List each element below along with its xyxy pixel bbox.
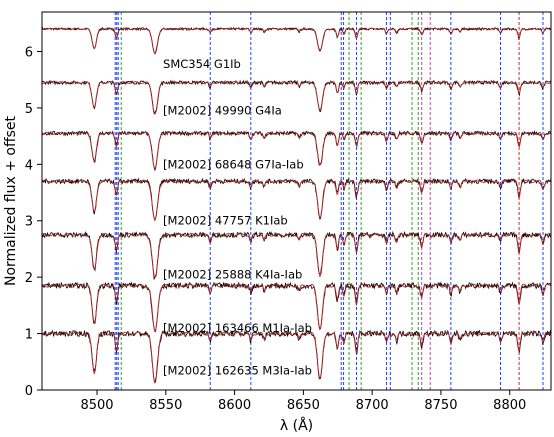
x-tick-label: 8550 <box>149 398 182 413</box>
x-tick-label: 8700 <box>356 398 389 413</box>
model-spectrum-6 <box>42 331 551 384</box>
spectrum-labels: SMC354 G1Ib [M2002] 49990 G4Ia [M2002] 686… <box>163 57 312 377</box>
observed-spectrum-4 <box>42 230 551 281</box>
x-axis: 8500 8550 8600 8650 8700 8750 8800 <box>80 390 526 413</box>
x-axis-label: λ (Å) <box>280 417 313 434</box>
y-tick-label: 6 <box>25 45 33 60</box>
x-tick-label: 8600 <box>218 398 251 413</box>
spectrum-label-5: [M2002] 163466 M1Ia-Iab <box>163 321 312 335</box>
model-spectrum-4 <box>42 233 551 279</box>
x-tick-label: 8650 <box>287 398 320 413</box>
spectrum-label-4: [M2002] 25888 K4Ia-Iab <box>163 267 302 281</box>
spectrum-label-2: [M2002] 68648 G7Ia-Iab <box>163 157 304 171</box>
y-axis-label: Normalized flux + offset <box>3 115 19 286</box>
x-tick-label: 8500 <box>80 398 113 413</box>
model-spectrum-1 <box>42 81 551 115</box>
spectra-plot <box>42 26 551 384</box>
model-spectrum-2 <box>42 131 551 170</box>
y-axis: 0 1 2 3 4 5 6 <box>25 45 42 399</box>
x-tick-label: 8800 <box>493 398 526 413</box>
x-tick-label: 8750 <box>424 398 457 413</box>
model-spectrum-0 <box>42 27 551 55</box>
y-tick-label: 4 <box>25 158 33 173</box>
spectrum-label-3: [M2002] 47757 K1Iab <box>163 214 288 228</box>
observed-spectrum-6 <box>42 329 551 383</box>
y-tick-label: 2 <box>25 271 33 286</box>
vertical-line-markers <box>114 12 544 390</box>
model-spectrum-5 <box>42 283 551 333</box>
observed-spectrum-5 <box>42 281 551 333</box>
spectrum-label-1: [M2002] 49990 G4Ia <box>163 104 282 118</box>
y-tick-label: 5 <box>25 102 33 117</box>
y-tick-label: 3 <box>25 215 33 230</box>
y-tick-label: 0 <box>25 384 33 399</box>
plot-frame <box>41 11 552 391</box>
y-tick-label: 1 <box>25 328 33 343</box>
spectrum-label-0: SMC354 G1Ib <box>163 57 241 71</box>
model-spectrum-3 <box>42 179 551 221</box>
spectrum-label-6: [M2002] 162635 M3Ia-Iab <box>163 363 312 377</box>
